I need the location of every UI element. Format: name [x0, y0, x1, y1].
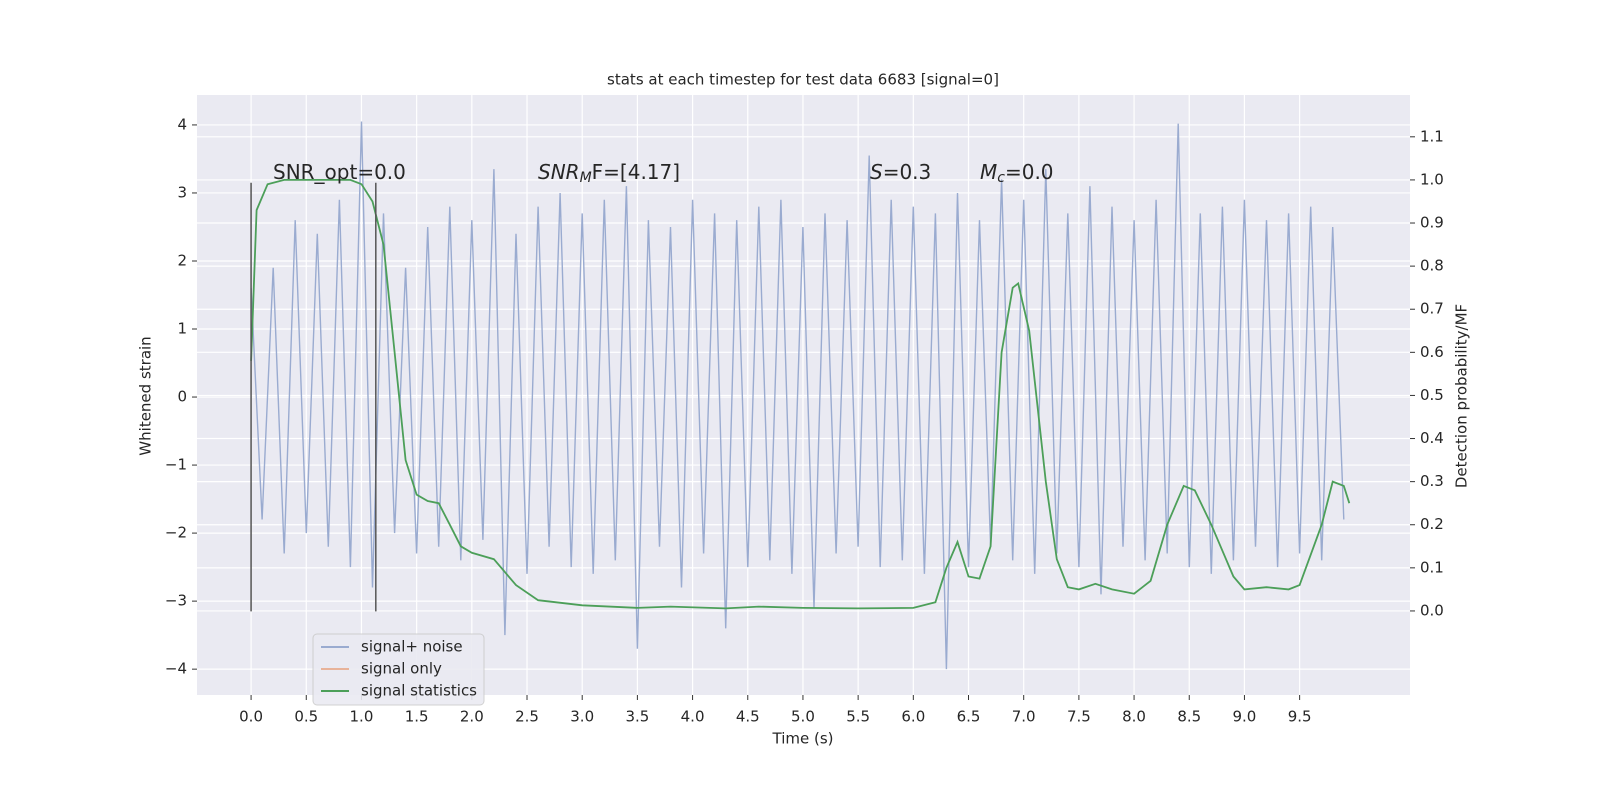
y2-tick-label: 0.7: [1420, 300, 1444, 318]
x-tick-label: 7.0: [1012, 708, 1036, 726]
annotation: S=0.3: [870, 160, 931, 184]
y2-tick-label: 0.1: [1420, 558, 1444, 576]
x-tick-label: 7.5: [1067, 708, 1091, 726]
y2-tick-label: 0.3: [1420, 472, 1444, 490]
x-tick-label: 9.0: [1233, 708, 1257, 726]
x-tick-label: 6.5: [957, 708, 981, 726]
annotation-subscript: M: [580, 170, 592, 186]
y2-tick-label: 0.5: [1420, 386, 1444, 404]
annotation-part: =0.0: [1005, 160, 1054, 184]
x-tick-label: 9.5: [1288, 708, 1312, 726]
annotation-part: S: [870, 160, 883, 184]
y2-axis-label: Detection probability/MF: [1453, 304, 1471, 488]
y-tick-label: 4: [177, 115, 187, 133]
legend-label: signal+ noise: [361, 638, 463, 656]
x-tick-label: 6.0: [901, 708, 925, 726]
y-tick-label: 2: [177, 251, 187, 269]
x-tick-label: 5.0: [791, 708, 815, 726]
legend-label: signal statistics: [361, 682, 477, 700]
legend-label: signal only: [361, 660, 442, 678]
x-tick-label: 2.5: [515, 708, 539, 726]
annotation-part: =0.3: [883, 160, 932, 184]
y2-tick-label: 0.9: [1420, 214, 1444, 232]
x-tick-label: 4.0: [681, 708, 705, 726]
y-tick-label: 0: [177, 388, 187, 406]
y-axis-label: Whitened strain: [137, 336, 155, 455]
legend-box: [312, 633, 485, 706]
x-tick-label: 2.0: [460, 708, 484, 726]
x-tick-label: 3.5: [625, 708, 649, 726]
y-tick-label: −2: [165, 524, 187, 542]
y2-tick-label: 0.0: [1420, 601, 1444, 619]
annotation-part: SNR: [538, 160, 580, 184]
y-tick-label: 1: [177, 320, 187, 338]
series-line: [250, 121, 1345, 670]
y2-tick-label: 1.1: [1420, 127, 1444, 145]
y-tick-label: −1: [165, 456, 187, 474]
x-tick-label: 1.5: [405, 708, 429, 726]
y2-tick-label: 0.4: [1420, 429, 1444, 447]
x-tick-label: 0.5: [294, 708, 318, 726]
y2-tick-label: 1.0: [1420, 170, 1444, 188]
x-tick-label: 0.0: [239, 708, 263, 726]
x-tick-label: 8.5: [1177, 708, 1201, 726]
annotation: Mc=0.0: [980, 160, 1054, 187]
chart-title: stats at each timestep for test data 668…: [607, 71, 999, 89]
x-tick-label: 5.5: [846, 708, 870, 726]
x-axis-label: Time (s): [772, 730, 834, 748]
annotation-part: M: [980, 160, 997, 184]
series-line: [250, 178, 1351, 610]
annotation: SNRMF=[4.17]: [538, 160, 680, 187]
y2-tick-label: 0.2: [1420, 515, 1444, 533]
x-tick-label: 1.0: [350, 708, 374, 726]
x-tick-label: 4.5: [736, 708, 760, 726]
y-tick-label: −4: [165, 660, 187, 678]
x-tick-label: 8.0: [1122, 708, 1146, 726]
y-tick-label: −3: [165, 592, 187, 610]
y-tick-label: 3: [177, 183, 187, 201]
y2-tick-label: 0.6: [1420, 343, 1444, 361]
x-tick-label: 3.0: [570, 708, 594, 726]
annotation-subscript: c: [997, 170, 1005, 186]
annotation-part: SNR_opt=0.0: [273, 160, 406, 184]
y2-tick-label: 0.8: [1420, 257, 1444, 275]
annotation: SNR_opt=0.0: [273, 160, 406, 184]
annotation-part: F=[4.17]: [592, 160, 680, 184]
